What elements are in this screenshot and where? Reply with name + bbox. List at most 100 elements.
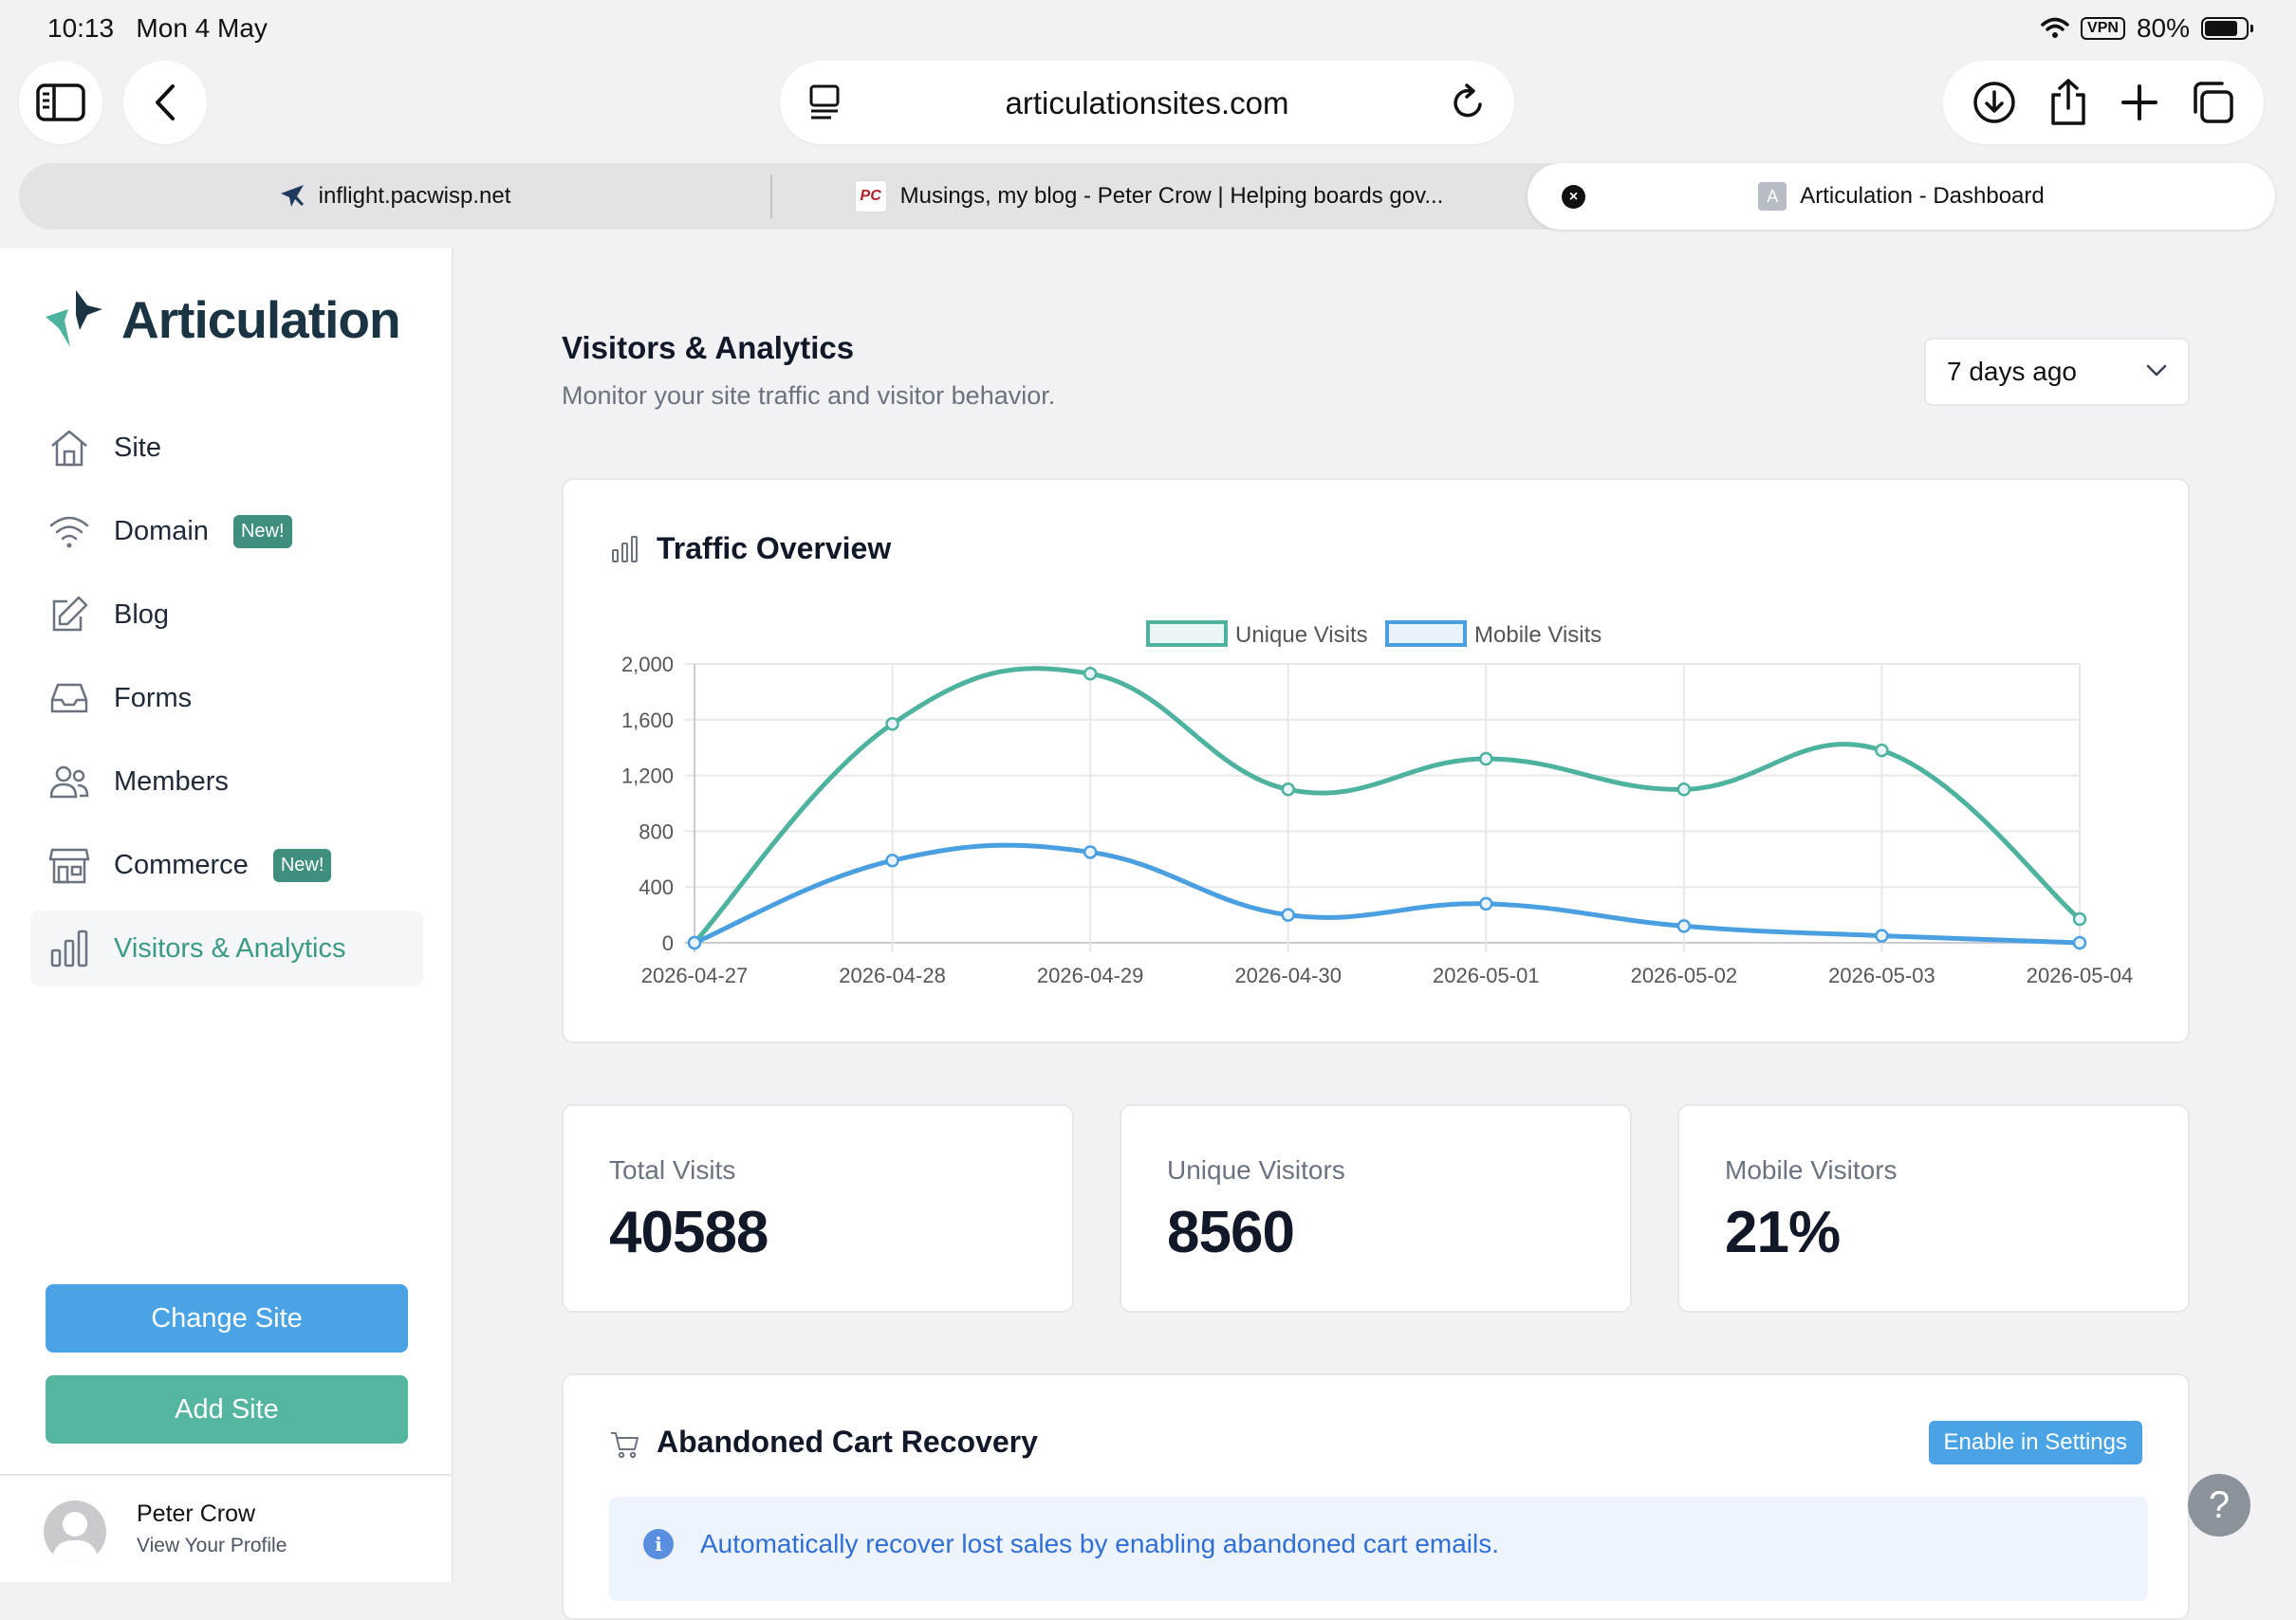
new-badge: New! — [232, 514, 292, 548]
sidebar-item-label: Site — [114, 432, 161, 463]
reader-icon[interactable] — [808, 83, 841, 121]
view-profile-link[interactable]: View Your Profile — [137, 1535, 287, 1556]
sidebar-item-visitors-analytics[interactable]: Visitors & Analytics — [30, 911, 423, 986]
stat-label: Mobile Visitors — [1725, 1155, 1898, 1185]
inbox-icon — [47, 676, 91, 720]
profile-section[interactable]: Peter Crow View Your Profile — [0, 1474, 452, 1582]
airplane-icon — [280, 185, 304, 207]
back-button[interactable] — [123, 61, 207, 144]
edit-icon — [47, 593, 91, 636]
sidebar-item-forms[interactable]: Forms — [30, 660, 423, 736]
x-tick-label: 2026-05-02 — [1631, 964, 1738, 987]
page-title: Visitors & Analytics — [562, 330, 855, 365]
sidebar-item-label: Commerce — [114, 849, 249, 880]
cart-icon — [611, 1432, 639, 1459]
sidebar-item-domain[interactable]: Domain New! — [30, 493, 423, 569]
tab-bar: inflight.pacwisp.net PC Musings, my blog… — [19, 163, 2275, 230]
info-text: Automatically recover lost sales by enab… — [700, 1529, 1500, 1558]
enable-in-settings-button[interactable]: Enable in Settings — [1928, 1421, 2142, 1464]
page-subtitle: Monitor your site traffic and visitor be… — [562, 381, 1056, 410]
tab-label: inflight.pacwisp.net — [318, 183, 511, 209]
sidebar-item-commerce[interactable]: Commerce New! — [30, 827, 423, 903]
stat-card-total-visits: Total Visits 40588 — [562, 1104, 1074, 1313]
bar-chart-icon — [47, 927, 91, 970]
sidebar-item-label: Members — [114, 765, 229, 797]
tabs-overview-icon[interactable] — [2190, 80, 2235, 125]
legend-swatch[interactable] — [1146, 620, 1228, 647]
chevron-down-icon — [2146, 364, 2167, 377]
info-icon: i — [643, 1529, 674, 1559]
sidebar-toggle-button[interactable] — [19, 61, 102, 144]
status-right: VPN 80% — [2041, 13, 2253, 44]
help-button[interactable]: ? — [2188, 1474, 2250, 1537]
abandoned-cart-title: Abandoned Cart Recovery — [657, 1425, 1038, 1459]
battery-icon — [2201, 17, 2253, 40]
data-point[interactable] — [687, 935, 702, 950]
legend-label[interactable]: Mobile Visits — [1474, 622, 1602, 648]
data-point[interactable] — [1875, 929, 1889, 943]
info-alert: i Automatically recover lost sales by en… — [609, 1497, 2148, 1601]
legend-swatch[interactable] — [1385, 620, 1467, 647]
logo[interactable]: Articulation — [42, 286, 401, 353]
sidebar-item-blog[interactable]: Blog — [30, 577, 423, 653]
data-point[interactable] — [1281, 782, 1295, 797]
sidebar-item-label: Forms — [114, 682, 193, 713]
home-icon — [47, 426, 91, 469]
x-tick-label: 2026-04-27 — [641, 964, 749, 987]
date-range-select[interactable]: 7 days ago — [1924, 338, 2190, 406]
new-tab-icon[interactable] — [2120, 83, 2159, 122]
stat-value: 8560 — [1167, 1200, 1295, 1265]
toolbar-actions — [1943, 61, 2264, 144]
y-tick-label: 400 — [639, 875, 674, 899]
vpn-badge: VPN — [2081, 17, 2125, 40]
add-site-button[interactable]: Add Site — [46, 1375, 408, 1444]
sidebar-item-members[interactable]: Members — [30, 744, 423, 819]
data-point[interactable] — [1479, 896, 1493, 911]
bar-chart-icon — [612, 536, 638, 562]
avatar[interactable] — [44, 1500, 106, 1563]
data-point[interactable] — [885, 854, 899, 868]
data-point[interactable] — [1875, 743, 1889, 758]
articulation-logo-icon — [46, 290, 102, 347]
traffic-line-chart: 0 400 800 1,200 1,600 2,000 2026-04-27 2026-04-… — [621, 620, 2133, 987]
traffic-overview-card: Traffic Overview 0 400 800 1,200 1,600 2,000 2… — [562, 478, 2190, 1043]
tab-label: Articulation - Dashboard — [1800, 183, 2045, 209]
new-badge: New! — [272, 848, 332, 882]
data-point[interactable] — [1281, 908, 1295, 922]
tab-articulation-active[interactable]: × A Articulation - Dashboard — [1528, 163, 2275, 230]
legend-label[interactable]: Unique Visits — [1235, 622, 1368, 648]
stat-label: Total Visits — [609, 1155, 736, 1185]
change-site-button[interactable]: Change Site — [46, 1284, 408, 1353]
users-icon — [47, 760, 91, 803]
tab-label: Musings, my blog - Peter Crow | Helping … — [899, 183, 1444, 209]
sidebar: Articulation Site Domain New! Blog Forms… — [0, 249, 454, 1582]
date-range-value: 7 days ago — [1947, 357, 2077, 386]
stat-label: Unique Visitors — [1167, 1155, 1345, 1185]
data-point[interactable] — [1676, 782, 1692, 797]
share-icon[interactable] — [2047, 78, 2089, 127]
download-icon[interactable] — [1972, 80, 2017, 125]
series-line-unique-visits — [693, 666, 2082, 945]
url-text[interactable]: articulationsites.com — [1005, 85, 1289, 120]
logo-text: Articulation — [121, 290, 401, 349]
close-tab-icon[interactable]: × — [1562, 185, 1585, 209]
y-tick-label: 0 — [662, 931, 674, 955]
data-point[interactable] — [1479, 751, 1493, 766]
sidebar-item-site[interactable]: Site — [30, 410, 423, 486]
tab-blog[interactable]: PC Musings, my blog - Peter Crow | Helpi… — [774, 163, 1524, 230]
sidebar-item-label: Blog — [114, 598, 170, 630]
tab-separator — [770, 175, 772, 218]
sidebar-item-label: Visitors & Analytics — [114, 932, 346, 964]
data-point[interactable] — [1083, 667, 1098, 681]
status-bar: 10:13 Mon 4 May VPN 80% — [0, 0, 2296, 59]
data-point[interactable] — [1676, 919, 1692, 933]
address-bar[interactable]: articulationsites.com — [780, 61, 1514, 144]
x-tick-label: 2026-04-30 — [1234, 964, 1342, 987]
data-point[interactable] — [2072, 935, 2087, 950]
tab-inflight[interactable]: inflight.pacwisp.net — [19, 163, 770, 230]
data-point[interactable] — [1083, 845, 1098, 859]
data-point[interactable] — [2072, 911, 2087, 927]
data-point[interactable] — [885, 716, 899, 731]
reload-icon[interactable] — [1450, 82, 1488, 121]
favicon-pc-icon: PC — [854, 180, 887, 212]
